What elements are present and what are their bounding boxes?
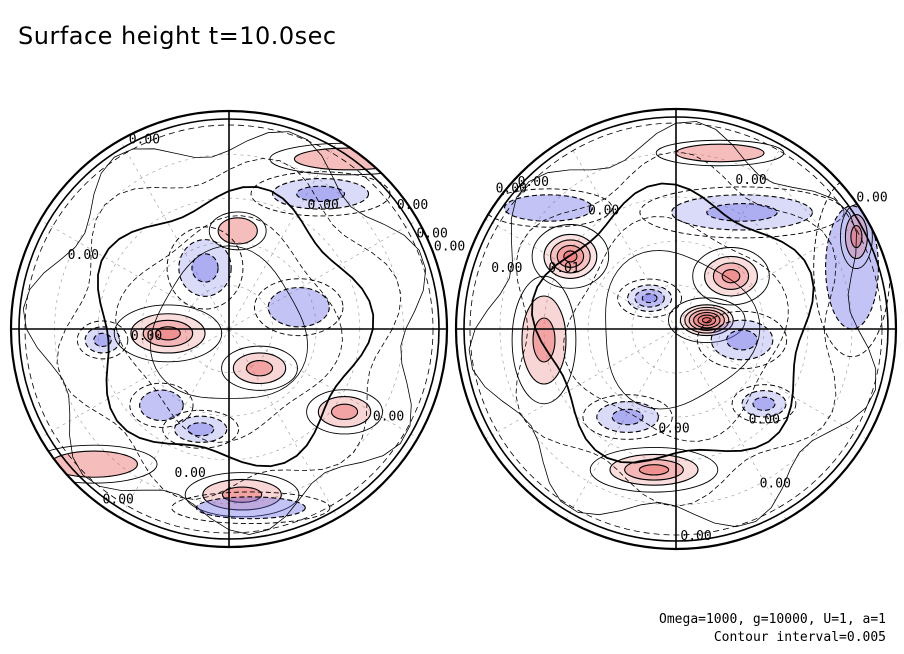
negative-anomaly	[731, 384, 797, 424]
contour-label: 0.00	[680, 529, 711, 544]
contour-label: 0.00	[658, 421, 689, 436]
meridian-line	[228, 328, 418, 439]
positive-anomaly	[306, 389, 383, 435]
negative-anomaly	[254, 278, 344, 337]
contour-label: 0.00	[307, 198, 338, 213]
meridian-line	[485, 328, 677, 440]
hemisphere-right: 0.000.000.000.000.000.000.000.000.000.00…	[454, 107, 898, 551]
meridian-line	[675, 328, 787, 520]
meridian-line	[228, 219, 418, 330]
positive-anomaly	[208, 211, 267, 251]
contour-label: 0.00	[588, 204, 619, 219]
hemisphere-boundary	[454, 107, 898, 551]
contour-label: 0.00	[749, 413, 780, 428]
contour-label: 0.00	[103, 492, 134, 507]
meridian-line	[675, 138, 787, 330]
meridian-line	[40, 328, 230, 439]
chart-title: Surface height t=10.0sec	[18, 22, 337, 50]
hemisphere-inner-ring	[24, 124, 434, 534]
negative-anomaly	[250, 171, 391, 217]
positive-anomaly	[692, 247, 770, 306]
contour-label: 0.00	[129, 133, 160, 148]
negative-anomaly	[162, 409, 240, 449]
contour-label: 0.00	[131, 329, 162, 344]
contour-label: 0.00	[735, 173, 766, 188]
negative-anomaly	[166, 226, 244, 310]
negative-anomaly	[639, 186, 845, 239]
contour-label: 0.01	[548, 261, 579, 276]
meridian-line	[228, 140, 339, 330]
hemisphere-inner-ring	[18, 118, 440, 540]
positive-anomaly	[184, 472, 300, 518]
parameters-text: Omega=1000, g=10000, U=1, a=1	[659, 612, 886, 627]
contour-label: 0.00	[496, 182, 527, 197]
positive-anomaly	[221, 345, 298, 391]
negative-anomaly	[696, 310, 788, 370]
meridian-line	[228, 328, 339, 518]
contour-label: 0.00	[518, 175, 549, 190]
meridian-line	[119, 140, 230, 330]
contour-label: 0.00	[68, 248, 99, 263]
hemisphere-field	[22, 131, 429, 535]
hemisphere-field	[468, 121, 891, 528]
hemisphere-inner-ring	[463, 116, 889, 542]
negative-anomaly	[76, 320, 129, 360]
negative-anomaly	[129, 382, 194, 428]
hemisphere-left: 0.000.000.00 0.000.000.000.000.000.000.00	[9, 109, 465, 549]
meridian-line	[119, 328, 230, 518]
hemisphere-inner-ring	[469, 122, 883, 536]
negative-anomaly	[617, 278, 682, 318]
meridian-line	[40, 219, 230, 330]
contour-label: 0.00	[175, 466, 206, 481]
contour-label: 0.00	[856, 190, 887, 205]
meridian-line	[675, 218, 867, 330]
meridian-line	[675, 328, 867, 440]
hemisphere-boundary	[9, 109, 449, 549]
meridian-line	[565, 328, 677, 520]
negative-anomaly	[582, 394, 673, 440]
contour-label: 0.00	[397, 198, 428, 213]
negative-anomaly	[171, 491, 331, 525]
contour-interval-text: Contour interval=0.005	[713, 630, 886, 645]
contour-label: 0.00	[416, 226, 447, 241]
contour-label: 0.00	[760, 476, 791, 491]
positive-anomaly	[668, 297, 746, 343]
negative-anomaly	[484, 188, 613, 228]
positive-anomaly	[589, 447, 719, 493]
contour-label: 0.00	[373, 410, 404, 425]
positive-anomaly	[30, 444, 158, 484]
positive-anomaly	[531, 224, 610, 289]
positive-anomaly	[113, 304, 223, 363]
contour-label: 0.00	[434, 240, 465, 255]
contour-label: 0.00	[491, 261, 522, 276]
